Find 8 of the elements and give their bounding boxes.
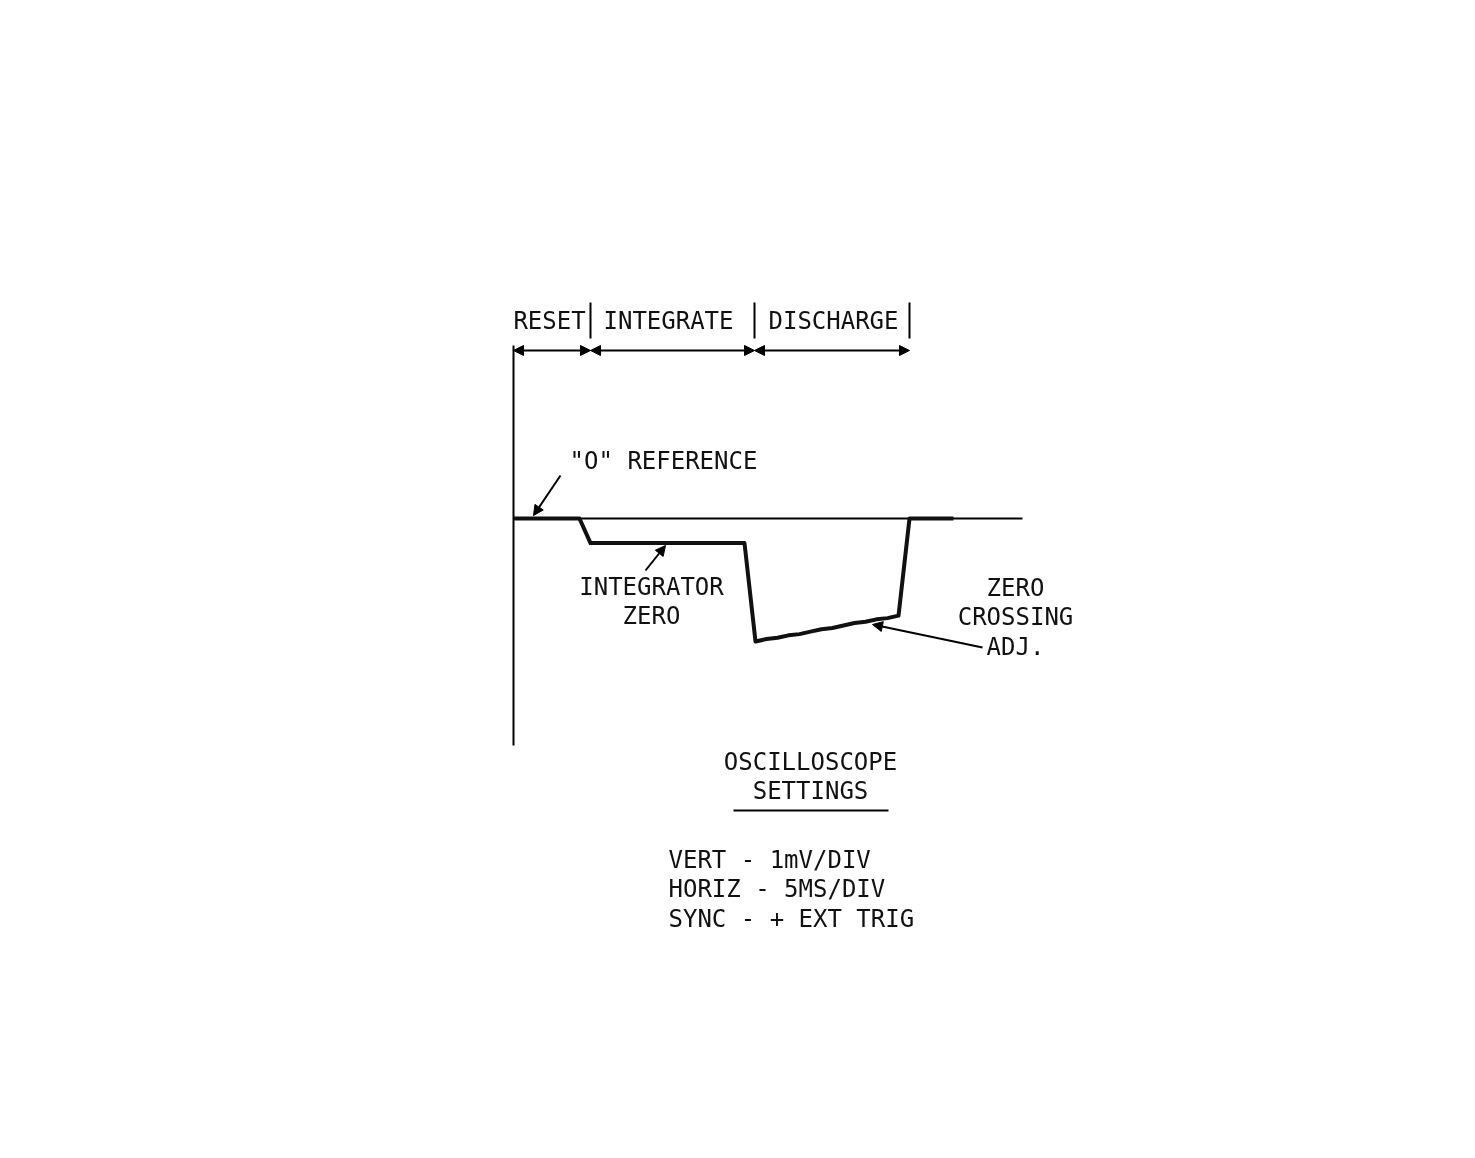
text: DISCHARGE (768, 306, 899, 335)
text: RESET (513, 306, 586, 335)
text: INTEGRATE (603, 306, 734, 335)
text: VERT - 1mV/DIV HORIZ - 5MS/DIV SYNC - + EXT TRIG (668, 846, 915, 933)
text: OSCILLOSCOPE SETTINGS (723, 747, 898, 806)
annotation: INTEGRATOR ZERO (579, 572, 725, 631)
annotation: ZERO CROSSING ADJ. (957, 574, 1074, 661)
text: "O" REFERENCE (569, 446, 758, 475)
